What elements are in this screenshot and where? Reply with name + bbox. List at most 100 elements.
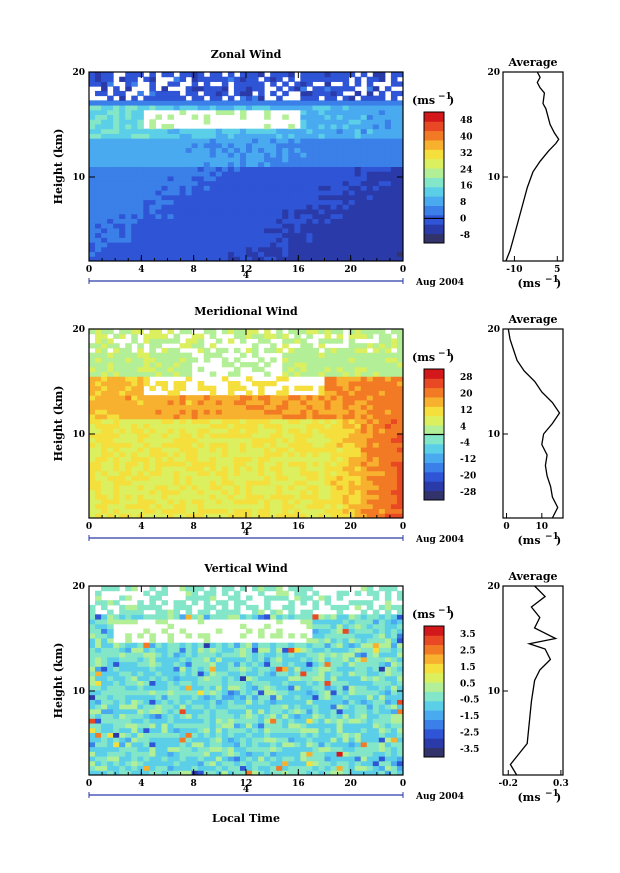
heat-cell (276, 204, 283, 210)
heat-cell (396, 251, 403, 257)
heat-cell (107, 175, 114, 182)
heat-cell (101, 708, 108, 715)
heat-cell (101, 119, 108, 125)
heat-cell (258, 338, 265, 344)
heat-cell (155, 171, 162, 177)
heat-cell (173, 223, 181, 229)
heat-cell (221, 499, 229, 505)
heat-cell (239, 456, 247, 462)
heat-cell (143, 414, 150, 420)
heat-cell (125, 204, 132, 210)
heat-cell (366, 133, 374, 139)
heat-cell (221, 76, 229, 82)
heat-cell (149, 86, 156, 92)
heat-cell (227, 76, 235, 82)
heat-cell (221, 395, 229, 401)
heat-cell (221, 732, 229, 738)
heat-cell (215, 741, 223, 748)
heat-cell (203, 185, 211, 191)
heat-cell (113, 746, 120, 752)
heat-cell (294, 423, 301, 429)
heat-cell (173, 133, 181, 139)
heat-cell (101, 423, 108, 429)
heat-cell (89, 76, 96, 82)
heat-cell (348, 428, 356, 434)
heat-cell (95, 466, 102, 472)
heat-cell (137, 357, 144, 363)
heat-cell (191, 466, 199, 472)
heat-cell (300, 119, 307, 125)
heat-cell (366, 147, 374, 153)
heat-cell (143, 399, 150, 406)
heat-cell (336, 190, 344, 196)
heat-cell (155, 204, 162, 210)
heat-cell (149, 343, 156, 349)
heat-cell (300, 385, 307, 391)
heat-cell (101, 246, 108, 253)
heat-cell (167, 637, 175, 644)
heat-cell (276, 329, 283, 335)
heat-cell (167, 461, 175, 467)
heat-cell (300, 371, 307, 377)
heat-cell (288, 76, 295, 82)
heat-cell (239, 76, 247, 82)
heat-cell (173, 708, 181, 715)
heat-cell (390, 114, 398, 120)
heat-cell (354, 466, 362, 472)
heat-cell (119, 138, 126, 144)
heat-cell (89, 765, 96, 771)
heat-cell (396, 123, 403, 130)
heat-cell (197, 194, 205, 201)
heat-cell (246, 409, 253, 415)
heat-cell (246, 652, 253, 658)
heat-cell (137, 385, 144, 391)
heat-cell (161, 609, 168, 615)
heat-cell (318, 466, 325, 472)
heat-cell (101, 619, 108, 625)
heat-cell (233, 746, 241, 752)
heat-cell (306, 503, 313, 510)
heat-cell (209, 194, 217, 201)
heat-cell (354, 232, 362, 238)
heat-cell (330, 232, 338, 238)
heat-cell (89, 133, 96, 139)
heat-cell (318, 119, 325, 125)
heat-cell (107, 171, 114, 177)
heat-cell (221, 741, 229, 748)
heat-cell (215, 133, 223, 139)
heat-cell (288, 190, 295, 196)
heat-cell (209, 737, 217, 743)
heat-cell (312, 484, 319, 491)
heat-cell (107, 447, 114, 453)
heat-cell (282, 242, 289, 248)
heat-cell (95, 765, 102, 771)
heat-cell (252, 180, 259, 186)
heat-cell (143, 404, 150, 410)
heat-cell (264, 175, 271, 182)
heat-cell (348, 223, 356, 229)
heat-cell (143, 232, 150, 238)
heat-cell (318, 432, 325, 439)
heat-cell (390, 223, 398, 229)
heat-cell (366, 175, 374, 182)
heat-cell (173, 81, 181, 87)
heat-cell (173, 437, 181, 443)
heat-cell (282, 666, 289, 672)
heat-cell (270, 656, 277, 663)
heat-cell (125, 213, 132, 219)
heat-cell (258, 409, 265, 415)
heat-cell (143, 366, 150, 373)
heat-cell (252, 770, 259, 775)
heat-cell (372, 171, 380, 177)
heat-cell (372, 409, 380, 415)
heat-cell (221, 399, 229, 406)
heat-cell (246, 161, 253, 167)
heat-cell (209, 513, 217, 518)
heat-cell (282, 480, 289, 486)
heat-cell (185, 223, 193, 229)
heat-cell (149, 242, 156, 248)
heat-cell (336, 447, 344, 453)
heat-cell (300, 680, 307, 686)
heat-cell (312, 480, 319, 486)
heat-cell (203, 227, 211, 234)
